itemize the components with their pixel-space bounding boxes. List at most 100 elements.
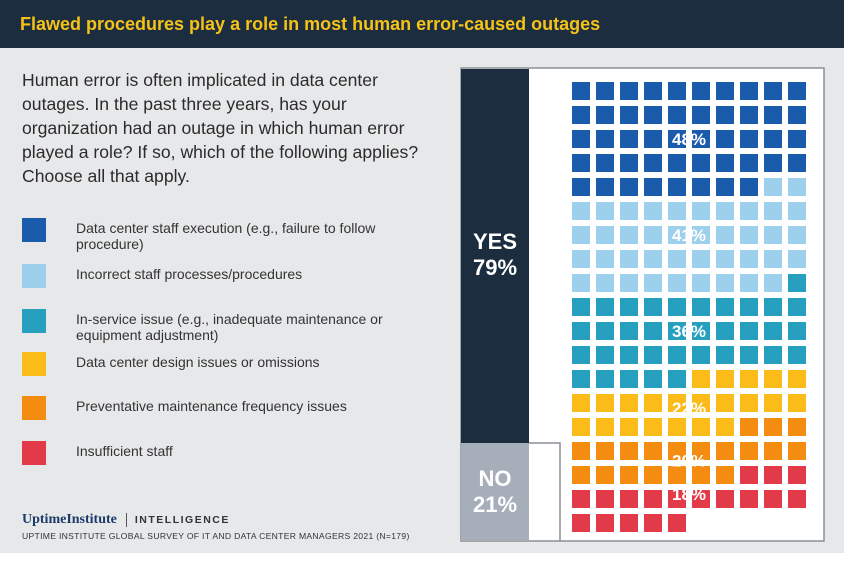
waffle-cell xyxy=(668,226,686,244)
waffle-cell xyxy=(596,394,614,412)
waffle-cell xyxy=(620,442,638,460)
waffle-cell xyxy=(740,370,758,388)
waffle-cell xyxy=(620,274,638,292)
waffle-cell xyxy=(692,250,710,268)
waffle-cell xyxy=(740,442,758,460)
waffle-cell xyxy=(644,202,662,220)
waffle-cell xyxy=(572,154,590,172)
waffle-cell xyxy=(740,274,758,292)
waffle-cell xyxy=(740,226,758,244)
waffle-cell xyxy=(620,466,638,484)
waffle-cell xyxy=(620,298,638,316)
legend-swatch xyxy=(22,352,46,376)
waffle-cell xyxy=(716,370,734,388)
waffle-cell xyxy=(668,370,686,388)
waffle-cell xyxy=(788,250,806,268)
legend-item: Insufficient staff xyxy=(22,441,442,481)
waffle-cell xyxy=(644,322,662,340)
waffle-cell xyxy=(764,322,782,340)
waffle-cell xyxy=(644,274,662,292)
legend-label: In-service issue (e.g., inadequate maint… xyxy=(76,311,383,343)
waffle-cell xyxy=(764,394,782,412)
waffle-cell xyxy=(692,442,710,460)
waffle-cell xyxy=(668,514,686,532)
chart-title-bar: Flawed procedures play a role in most hu… xyxy=(0,0,844,48)
legend-item: Data center design issues or omissions xyxy=(22,352,442,392)
uptime-institute-logo: UptimeInstitute xyxy=(22,512,117,527)
waffle-cell xyxy=(620,370,638,388)
waffle-cell xyxy=(572,394,590,412)
waffle-cell xyxy=(692,346,710,364)
percent-label: 48% xyxy=(672,130,706,149)
waffle-cell xyxy=(644,394,662,412)
waffle-cell xyxy=(668,274,686,292)
waffle-cell xyxy=(644,442,662,460)
waffle-cell xyxy=(596,106,614,124)
waffle-cell xyxy=(644,370,662,388)
yes-bar xyxy=(461,69,529,443)
waffle-cell xyxy=(788,202,806,220)
waffle-cell xyxy=(788,154,806,172)
waffle-cell xyxy=(668,442,686,460)
waffle-cell xyxy=(644,178,662,196)
waffle-cell xyxy=(740,178,758,196)
waffle-cell xyxy=(644,490,662,508)
waffle-cell xyxy=(692,466,710,484)
waffle-cell xyxy=(764,250,782,268)
waffle-cell xyxy=(716,346,734,364)
waffle-cell xyxy=(644,250,662,268)
percent-label: 20% xyxy=(672,452,706,471)
legend-swatch xyxy=(22,264,46,288)
waffle-cell xyxy=(788,490,806,508)
waffle-cell xyxy=(716,178,734,196)
waffle-cell xyxy=(764,202,782,220)
waffle-cell xyxy=(764,106,782,124)
waffle-cell xyxy=(740,322,758,340)
waffle-cell xyxy=(788,274,806,292)
waffle-cell xyxy=(572,298,590,316)
waffle-cell xyxy=(716,490,734,508)
waffle-cell xyxy=(596,250,614,268)
waffle-cell xyxy=(620,250,638,268)
waffle-cell xyxy=(620,394,638,412)
legend-swatch xyxy=(22,218,46,242)
waffle-cell xyxy=(716,274,734,292)
waffle-cell xyxy=(644,106,662,124)
waffle-cell xyxy=(740,154,758,172)
waffle-cell xyxy=(644,466,662,484)
waffle-cell xyxy=(788,370,806,388)
waffle-cell xyxy=(596,202,614,220)
waffle-cell xyxy=(644,226,662,244)
legend-swatch xyxy=(22,396,46,420)
waffle-cell xyxy=(788,346,806,364)
no-bar xyxy=(461,443,529,540)
legend-swatch xyxy=(22,309,46,333)
waffle-cell xyxy=(692,322,710,340)
waffle-cell xyxy=(764,82,782,100)
waffle-cell xyxy=(596,514,614,532)
waffle-cell xyxy=(668,154,686,172)
yes-label: YES xyxy=(473,229,517,254)
waffle-cell xyxy=(716,442,734,460)
waffle-cell xyxy=(572,250,590,268)
percent-label: 22% xyxy=(672,399,706,418)
waffle-cell xyxy=(716,298,734,316)
waffle-cell xyxy=(572,178,590,196)
waffle-cell xyxy=(764,178,782,196)
waffle-cell xyxy=(740,394,758,412)
waffle-cell xyxy=(596,298,614,316)
waffle-cell xyxy=(716,466,734,484)
waffle-cell xyxy=(764,154,782,172)
waffle-cell xyxy=(788,130,806,148)
brand-tag: INTELLIGENCE xyxy=(134,514,230,526)
waffle-cell xyxy=(716,226,734,244)
yes-no-connector xyxy=(529,442,561,541)
waffle-cell xyxy=(572,514,590,532)
waffle-cell xyxy=(692,298,710,316)
waffle-cell xyxy=(596,82,614,100)
waffle-cell xyxy=(716,418,734,436)
waffle-cell xyxy=(572,130,590,148)
waffle-cell xyxy=(572,202,590,220)
waffle-cell xyxy=(764,346,782,364)
waffle-cell xyxy=(596,442,614,460)
